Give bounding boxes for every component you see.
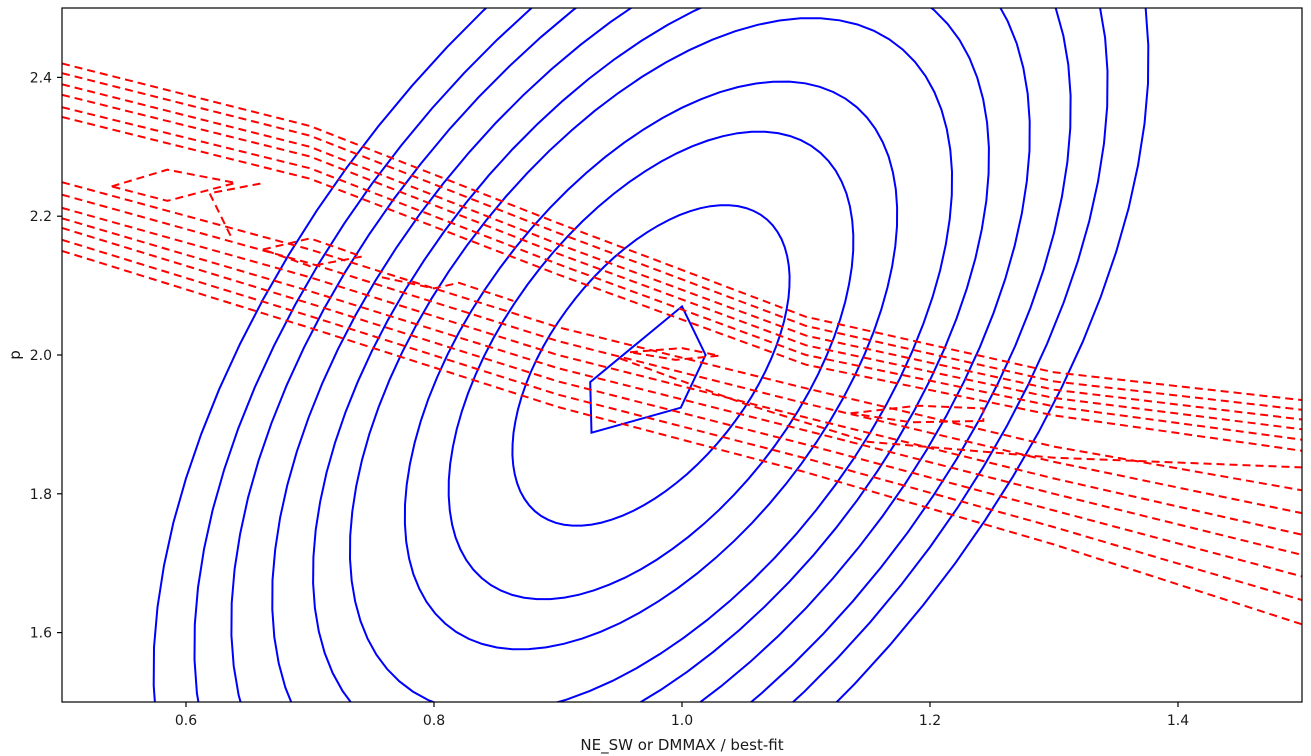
x-tick-label: 0.6 xyxy=(175,713,197,729)
axis-ticks: 0.6 0.8 1.0 1.2 1.4 1.6 1.8 2.0 2.2 2.4 xyxy=(30,70,1189,729)
y-tick-label: 2.0 xyxy=(30,348,52,364)
red-contour xyxy=(62,206,1302,536)
blue-contour xyxy=(403,80,899,651)
plot-area xyxy=(62,8,1302,702)
x-axis-label: NE_SW or DMMAX / best-fit xyxy=(580,736,783,755)
x-tick-label: 0.8 xyxy=(423,713,445,729)
red-contour xyxy=(62,181,1302,492)
red-contour xyxy=(62,83,1302,421)
blue-contour xyxy=(447,130,855,601)
blue-contour xyxy=(348,17,954,702)
y-axis-label: p xyxy=(6,350,24,360)
red-contour xyxy=(62,62,1302,402)
y-tick-label: 2.4 xyxy=(30,70,52,86)
red-contour-loop xyxy=(259,237,366,268)
blue-contour xyxy=(193,8,1109,702)
red-contour-loop xyxy=(629,347,720,361)
x-tick-label: 1.4 xyxy=(1167,713,1189,729)
red-contour xyxy=(62,116,1302,452)
red-contour xyxy=(62,72,1302,411)
blue-contour-inner xyxy=(589,304,707,435)
blue-contour xyxy=(230,8,1072,702)
red-contour-loop xyxy=(850,404,985,424)
y-tick-label: 2.2 xyxy=(30,209,52,225)
blue-contour xyxy=(511,204,791,527)
y-tick-label: 1.8 xyxy=(30,487,52,503)
red-contour xyxy=(619,357,1302,469)
red-contour xyxy=(62,217,1302,556)
blue-contour xyxy=(312,8,990,702)
blue-contour xyxy=(271,8,1031,702)
red-contour xyxy=(62,93,1302,431)
x-tick-label: 1.0 xyxy=(671,713,693,729)
red-contour xyxy=(381,276,514,302)
contour-lines xyxy=(62,8,1302,702)
y-tick-label: 1.6 xyxy=(30,626,52,642)
red-contour xyxy=(208,182,261,239)
x-tick-label: 1.2 xyxy=(919,713,941,729)
red-contour xyxy=(62,106,1302,441)
blue-contour xyxy=(152,8,1150,702)
